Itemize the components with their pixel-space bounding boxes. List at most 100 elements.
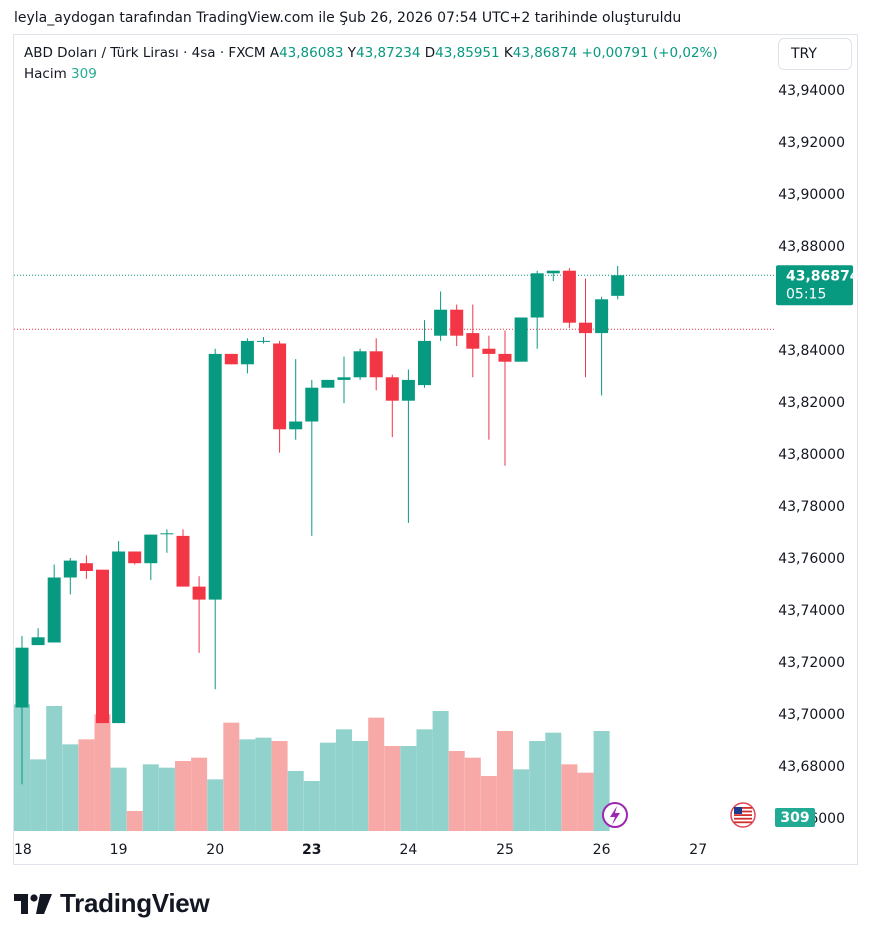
volume-bar — [142, 764, 159, 831]
candle-body — [434, 309, 448, 336]
brand-name: TradingView — [60, 888, 210, 918]
price-tick-label: 43,72000 — [778, 655, 845, 671]
candle — [514, 317, 528, 362]
volume-bar — [319, 742, 336, 831]
volume-bar — [255, 737, 272, 831]
candle-body — [579, 322, 592, 334]
candle — [240, 338, 254, 374]
candle-body — [546, 270, 560, 274]
flag-stripe — [734, 817, 752, 820]
chart-frame — [13, 34, 858, 865]
candle — [79, 555, 93, 579]
candle — [31, 628, 45, 646]
candle — [401, 369, 415, 523]
price-tick-label: 43,76000 — [778, 551, 845, 567]
candle — [611, 265, 625, 300]
volume-bar — [30, 759, 47, 831]
price-tick-label: 43,84000 — [778, 343, 845, 359]
us-flag-event-icon[interactable] — [730, 802, 756, 828]
candle-body — [96, 569, 109, 724]
flag-stripe — [734, 821, 752, 824]
volume-badge-value: 309 — [780, 810, 809, 826]
chart-caption: leyla_aydogan tarafından TradingView.com… — [14, 10, 682, 26]
candle-body — [369, 351, 383, 378]
candle-body — [240, 340, 254, 365]
volume-bar — [352, 741, 369, 831]
candle — [579, 278, 592, 378]
volume-bar — [191, 757, 208, 831]
candle-body — [305, 387, 319, 422]
symbol-legend: ABD Doları / Türk Lirası · 4sa · FXCM A4… — [24, 45, 718, 61]
candle — [224, 353, 238, 365]
lightning-event-icon[interactable] — [602, 802, 628, 828]
price-tick-label: 43,74000 — [778, 603, 845, 619]
candle — [546, 270, 560, 282]
volume-bar — [432, 711, 449, 831]
candle — [208, 348, 222, 690]
candle — [353, 348, 367, 380]
candle — [273, 340, 287, 453]
candle-body — [47, 577, 61, 643]
time-tick-label: 19 — [110, 842, 128, 858]
candle — [192, 576, 206, 653]
volume-bar — [577, 772, 594, 831]
volume-label[interactable]: Hacim — [24, 66, 67, 82]
volume-bars — [14, 704, 610, 831]
candle — [128, 551, 142, 565]
candle-body — [498, 353, 512, 362]
candle-body — [15, 647, 29, 708]
flag-stripe — [734, 807, 752, 809]
price-tick-label: 43,70000 — [778, 707, 845, 723]
low-value: 43,85951 — [435, 45, 500, 61]
volume-badge: 309 — [775, 808, 815, 827]
candle-body — [31, 637, 45, 646]
volume-bar — [239, 739, 256, 831]
candle-body — [289, 421, 303, 430]
volume-bar — [336, 729, 352, 831]
candle — [418, 320, 431, 388]
volume-bar — [513, 769, 530, 831]
open-value: 43,86083 — [279, 45, 344, 61]
volume-bar — [497, 731, 513, 831]
volume-badge-box — [775, 808, 815, 827]
candle-body — [192, 586, 206, 600]
candle — [257, 337, 270, 344]
candle-body — [418, 340, 431, 386]
tradingview-logo[interactable]: TradingView — [14, 888, 210, 919]
candle — [176, 529, 190, 587]
current-price-value: 43,86874 — [786, 268, 860, 284]
candle-body — [321, 379, 335, 388]
current-price-box — [776, 265, 853, 306]
symbol-name[interactable]: ABD Doları / Türk Lirası · 4sa · FXCM — [24, 45, 266, 61]
candle-body — [595, 299, 609, 334]
time-tick-label: 23 — [302, 842, 321, 858]
volume-bar — [110, 767, 127, 831]
low-label: D — [424, 45, 436, 61]
candles — [15, 265, 625, 785]
volume-bar — [78, 739, 95, 831]
candle — [63, 558, 77, 595]
time-tick-label: 24 — [399, 842, 417, 858]
volume-legend: Hacim 309 — [24, 66, 97, 82]
price-tick-label: 43,82000 — [778, 395, 845, 411]
candle — [160, 529, 174, 553]
bar-countdown: 05:15 — [786, 286, 826, 302]
candle-body — [466, 333, 480, 349]
candle-body — [208, 353, 222, 600]
candle-body — [482, 348, 496, 354]
candle-body — [176, 535, 190, 587]
currency-button[interactable]: TRY — [778, 38, 852, 70]
volume-bar — [223, 722, 240, 831]
candle — [321, 379, 335, 388]
candle — [47, 564, 61, 643]
volume-bar — [400, 746, 417, 831]
candle — [144, 534, 158, 581]
time-tick-label: 26 — [593, 842, 611, 858]
flag-canton — [734, 807, 742, 814]
candle — [450, 304, 464, 347]
candle — [595, 296, 609, 396]
candle-body — [337, 377, 351, 380]
change-value: +0,00791 (+0,02%) — [581, 45, 718, 61]
candle-body — [273, 343, 287, 430]
